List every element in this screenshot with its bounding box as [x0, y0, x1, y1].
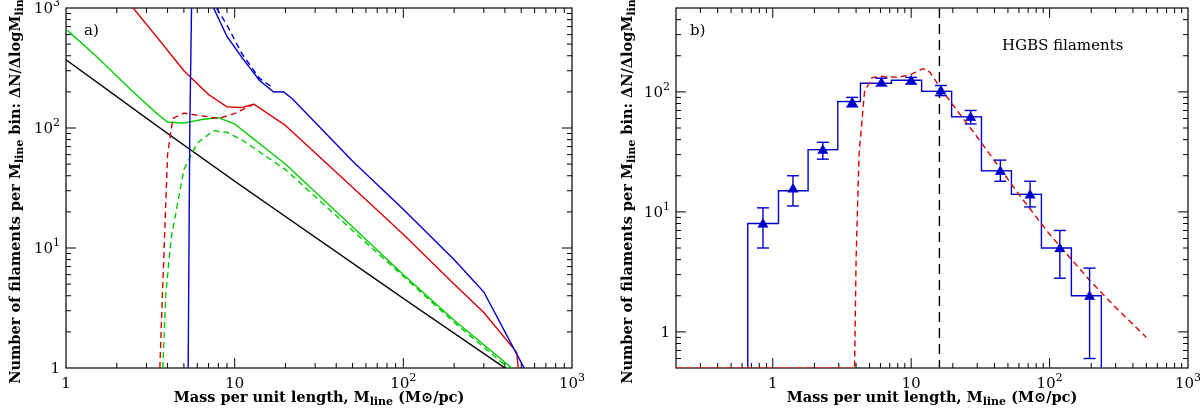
- panel-b-label: b): [690, 21, 705, 39]
- x-tick-label: 1: [61, 374, 71, 392]
- x-tick-label: 10: [902, 374, 921, 392]
- panel-b-annotation: HGBS filaments: [1002, 36, 1123, 54]
- data-point: [965, 111, 977, 121]
- y-tick-label: 101: [644, 200, 670, 221]
- panel-b-ylabel: Number of filaments per Mline bin: ΔN/Δl…: [619, 0, 638, 384]
- y-tick-label: 102: [644, 80, 670, 101]
- data-point: [905, 74, 917, 85]
- series-line-green-dashed-2: [162, 129, 509, 368]
- series-line-blue-solid-5: [187, 8, 193, 368]
- panel-a-label: a): [84, 21, 99, 39]
- panel-a-xlabel: Mass per unit length, Mline (M⊙/pc): [174, 389, 465, 408]
- data-point: [994, 165, 1006, 175]
- data-point: [817, 144, 829, 154]
- data-point: [1054, 242, 1066, 253]
- panel-b-series: [676, 8, 1147, 368]
- x-tick-label: 10: [225, 374, 244, 392]
- y-tick-label: 103: [34, 0, 60, 17]
- y-tick-label: 1: [660, 323, 670, 341]
- y-tick-label: 1: [50, 359, 60, 377]
- series-line-red-solid-3: [132, 8, 519, 368]
- model-curve: [676, 68, 1147, 368]
- data-point: [875, 76, 887, 87]
- panel-a-ylabel: Number of filaments per Mline bin: ΔN/Δl…: [7, 0, 26, 384]
- series-line-red-dashed-4: [159, 103, 255, 368]
- data-point: [1084, 290, 1096, 300]
- data-point: [846, 96, 858, 107]
- panel-a-frame: [65, 7, 573, 369]
- data-point: [787, 182, 799, 193]
- y-tick-label: 102: [34, 116, 60, 137]
- series-line-black-solid-0: [66, 59, 506, 368]
- histogram-steps: [747, 79, 1103, 368]
- panel-b-xlabel: Mass per unit length, Mline (M⊙/pc): [787, 389, 1078, 408]
- data-point: [935, 84, 947, 95]
- panel-a-series: [66, 8, 525, 368]
- x-tick-label: 103: [1175, 371, 1200, 392]
- x-tick-label: 103: [559, 371, 585, 392]
- panel-b-frame: [675, 7, 1189, 369]
- data-point: [757, 218, 769, 228]
- series-line-green-solid-1: [66, 29, 513, 368]
- series-line-blue-solid-6: [212, 8, 525, 368]
- series-line-blue-dashed-7: [215, 8, 274, 89]
- x-tick-label: 1: [768, 374, 778, 392]
- y-tick-label: 101: [34, 236, 60, 257]
- data-point: [1024, 188, 1036, 199]
